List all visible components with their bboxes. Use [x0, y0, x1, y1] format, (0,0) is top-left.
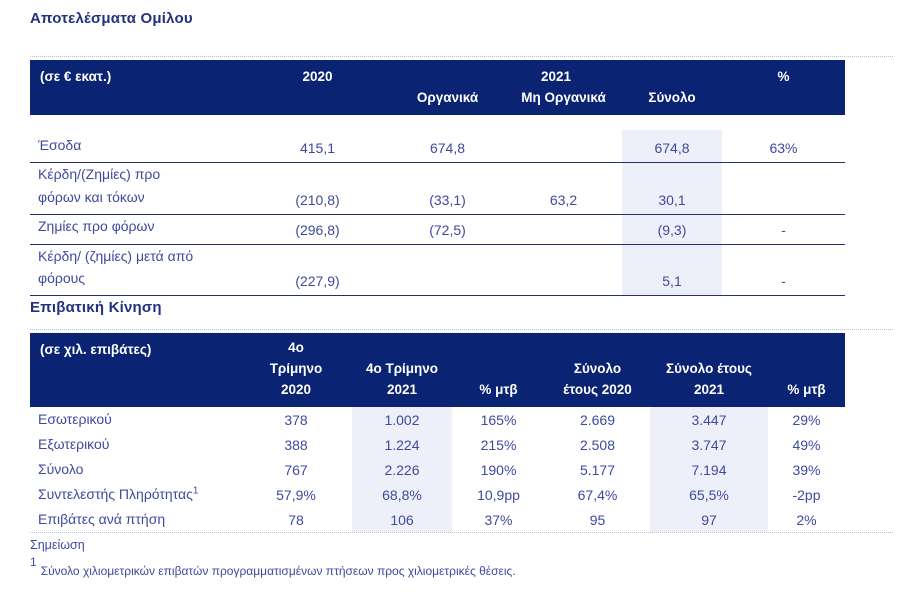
cell-organic: 674,8 — [390, 129, 505, 164]
column-header-fy-2020: Σύνολο έτους 2020 — [545, 333, 650, 407]
cell-fy-2020: 2.508 — [579, 436, 616, 453]
cell-change-year: 39% — [792, 461, 821, 478]
column-header-organic: Οργανικά — [390, 87, 505, 115]
column-header-change-year: % μτβ — [768, 333, 845, 407]
cell-pct: - — [722, 244, 845, 297]
cell-total-highlighted: 30,1 — [622, 162, 722, 216]
cell-change-quarter: 37% — [484, 511, 513, 528]
cell-q4-2020: 57,9% — [276, 486, 316, 503]
cell-fy-2021-highlighted: 65,5% — [650, 482, 768, 507]
cell-q4-2021-highlighted: 1.224 — [352, 432, 452, 457]
column-header-pct: % — [722, 60, 845, 115]
column-header-fy-2021: Σύνολο έτους 2021 — [650, 333, 768, 407]
footnote-marker: 1 — [30, 555, 37, 569]
passenger-traffic-body: Εσωτερικού 378 1.002 165% 2.669 3.447 29… — [30, 407, 845, 532]
row-label: Έσοδα — [30, 129, 245, 164]
group-results-table: (σε € εκατ.) 2020 2021 % Οργανικά Μη Οργ… — [30, 60, 845, 297]
unit-label: (σε € εκατ.) — [30, 60, 245, 115]
cell-q4-2021-highlighted: 2.226 — [352, 457, 452, 482]
table-row: Κέρδη/ (ζημίες) μετά από φόρους (227,9) … — [30, 244, 845, 297]
table-row: Επιβάτες ανά πτήση 78 106 37% 95 97 2% — [30, 507, 845, 532]
row-label: Σύνολο — [38, 461, 84, 478]
cell-change-year: 49% — [792, 436, 821, 453]
cell-non-organic — [505, 214, 622, 245]
cell-fy-2020: 2.669 — [579, 411, 616, 428]
cell-2020: (210,8) — [245, 162, 390, 216]
table-row: Εσωτερικού 378 1.002 165% 2.669 3.447 29… — [30, 407, 845, 432]
cell-change-quarter: 10,9pp — [477, 486, 520, 503]
group-results-title: Αποτελέσματα Ομίλου — [30, 10, 193, 27]
footnote-text: Σύνολο χιλιομετρικών επιβατών προγραμματ… — [40, 564, 516, 578]
passenger-traffic-title: Επιβατική Κίνηση — [30, 299, 162, 316]
cell-q4-2021-highlighted: 68,8% — [352, 482, 452, 507]
header-spacer — [30, 114, 845, 130]
table-row: Ζημίες προ φόρων (296,8) (72,5) (9,3) - — [30, 214, 845, 245]
cell-q4-2021-highlighted: 1.002 — [352, 407, 452, 432]
column-header-change-quarter: % μτβ — [452, 333, 545, 407]
row-label: Εξωτερικού — [38, 436, 110, 453]
cell-total-highlighted: 5,1 — [622, 244, 722, 297]
cell-q4-2020: 767 — [284, 461, 308, 478]
row-label: Επιβάτες ανά πτήση — [38, 511, 166, 528]
table-row: Έσοδα 415,1 674,8 674,8 63% — [30, 129, 845, 164]
cell-fy-2020: 5.177 — [579, 461, 616, 478]
unit-label: (σε χιλ. επιβάτες) — [30, 333, 240, 407]
cell-q4-2021-highlighted: 106 — [352, 507, 452, 532]
cell-fy-2020: 95 — [589, 511, 606, 528]
row-label: Κέρδη/(Ζημίες) προ φόρων και τόκων — [30, 162, 245, 216]
column-header-2020: 2020 — [245, 60, 390, 115]
cell-non-organic — [505, 244, 622, 297]
dotted-divider-top — [30, 56, 893, 57]
cell-2020: (296,8) — [245, 214, 390, 245]
column-header-non-organic: Μη Οργανικά — [505, 87, 622, 115]
notes-heading: Σημείωση — [30, 538, 85, 552]
row-label: Ζημίες προ φόρων — [30, 214, 245, 245]
cell-fy-2020: 67,4% — [577, 486, 618, 503]
row-label: Κέρδη/ (ζημίες) μετά από φόρους — [30, 244, 245, 297]
table-row: Σύνολο 767 2.226 190% 5.177 7.194 39% — [30, 457, 845, 482]
column-header-2021: 2021 — [390, 60, 722, 88]
cell-2020: 415,1 — [245, 129, 390, 164]
cell-change-year: 29% — [792, 411, 821, 428]
cell-pct: 63% — [722, 129, 845, 164]
cell-fy-2021-highlighted: 3.447 — [650, 407, 768, 432]
column-header-q4-2020: 4ο Τρίμηνο 2020 — [240, 333, 352, 407]
cell-q4-2020: 78 — [288, 511, 304, 528]
group-results-body: Έσοδα 415,1 674,8 674,8 63% Κέρδη/(Ζημίε… — [30, 129, 845, 297]
cell-non-organic: 63,2 — [505, 162, 622, 216]
cell-change-quarter: 190% — [480, 461, 517, 478]
dotted-divider-middle — [30, 329, 893, 330]
column-header-total: Σύνολο — [622, 87, 722, 115]
cell-change-quarter: 165% — [480, 411, 517, 428]
cell-fy-2021-highlighted: 7.194 — [650, 457, 768, 482]
cell-pct — [722, 162, 845, 216]
cell-q4-2020: 378 — [284, 411, 308, 428]
dotted-divider-bottom — [30, 532, 893, 533]
row-label: Εσωτερικού — [38, 411, 112, 428]
group-results-header: (σε € εκατ.) 2020 2021 % Οργανικά Μη Οργ… — [30, 60, 845, 130]
cell-fy-2021-highlighted: 97 — [650, 507, 768, 532]
passenger-traffic-table: (σε χιλ. επιβάτες) 4ο Τρίμηνο 2020 4ο Τρ… — [30, 333, 845, 532]
row-label: Συντελεστής Πληρότητας1 — [38, 485, 199, 503]
cell-pct: - — [722, 214, 845, 245]
cell-change-quarter: 215% — [480, 436, 517, 453]
cell-organic: (33,1) — [390, 162, 505, 216]
cell-change-year: 2% — [796, 511, 817, 528]
cell-2020: (227,9) — [245, 244, 390, 297]
table-row: Κέρδη/(Ζημίες) προ φόρων και τόκων (210,… — [30, 162, 845, 216]
table-row: Εξωτερικού 388 1.224 215% 2.508 3.747 49… — [30, 432, 845, 457]
cell-q4-2020: 388 — [284, 436, 308, 453]
footnote: 1Σύνολο χιλιομετρικών επιβατών προγραμμα… — [30, 555, 516, 578]
cell-total-highlighted: 674,8 — [622, 129, 722, 164]
cell-total-highlighted: (9,3) — [622, 214, 722, 245]
table-row: Συντελεστής Πληρότητας1 57,9% 68,8% 10,9… — [30, 482, 845, 507]
cell-change-year: -2pp — [792, 486, 821, 503]
passenger-traffic-header: (σε χιλ. επιβάτες) 4ο Τρίμηνο 2020 4ο Τρ… — [30, 333, 845, 407]
cell-organic: (72,5) — [390, 214, 505, 245]
column-header-q4-2021: 4ο Τρίμηνο 2021 — [352, 333, 452, 407]
cell-fy-2021-highlighted: 3.747 — [650, 432, 768, 457]
cell-non-organic — [505, 129, 622, 164]
cell-organic — [390, 244, 505, 297]
